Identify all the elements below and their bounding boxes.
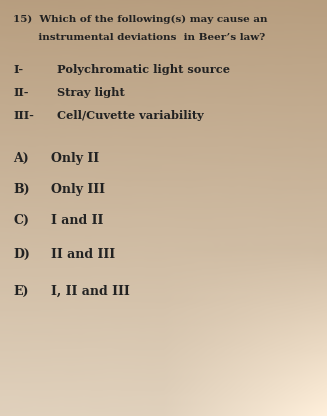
Text: Stray light: Stray light: [57, 87, 125, 98]
Text: D): D): [13, 248, 30, 260]
Text: C): C): [13, 214, 29, 227]
Text: Only II: Only II: [51, 152, 99, 165]
Text: E): E): [13, 285, 28, 298]
Text: Cell/Cuvette variability: Cell/Cuvette variability: [57, 110, 204, 121]
Text: instrumental deviations  in Beer’s law?: instrumental deviations in Beer’s law?: [13, 33, 265, 42]
Text: II-: II-: [13, 87, 28, 98]
Text: 15)  Which of the following(s) may cause an: 15) Which of the following(s) may cause …: [13, 15, 267, 24]
Text: A): A): [13, 152, 29, 165]
Text: I, II and III: I, II and III: [51, 285, 129, 298]
Text: I-: I-: [13, 64, 23, 75]
Text: B): B): [13, 183, 30, 196]
Text: Polychromatic light source: Polychromatic light source: [57, 64, 230, 75]
Text: I and II: I and II: [51, 214, 103, 227]
Text: III-: III-: [13, 110, 34, 121]
Text: Only III: Only III: [51, 183, 105, 196]
Text: II and III: II and III: [51, 248, 115, 260]
